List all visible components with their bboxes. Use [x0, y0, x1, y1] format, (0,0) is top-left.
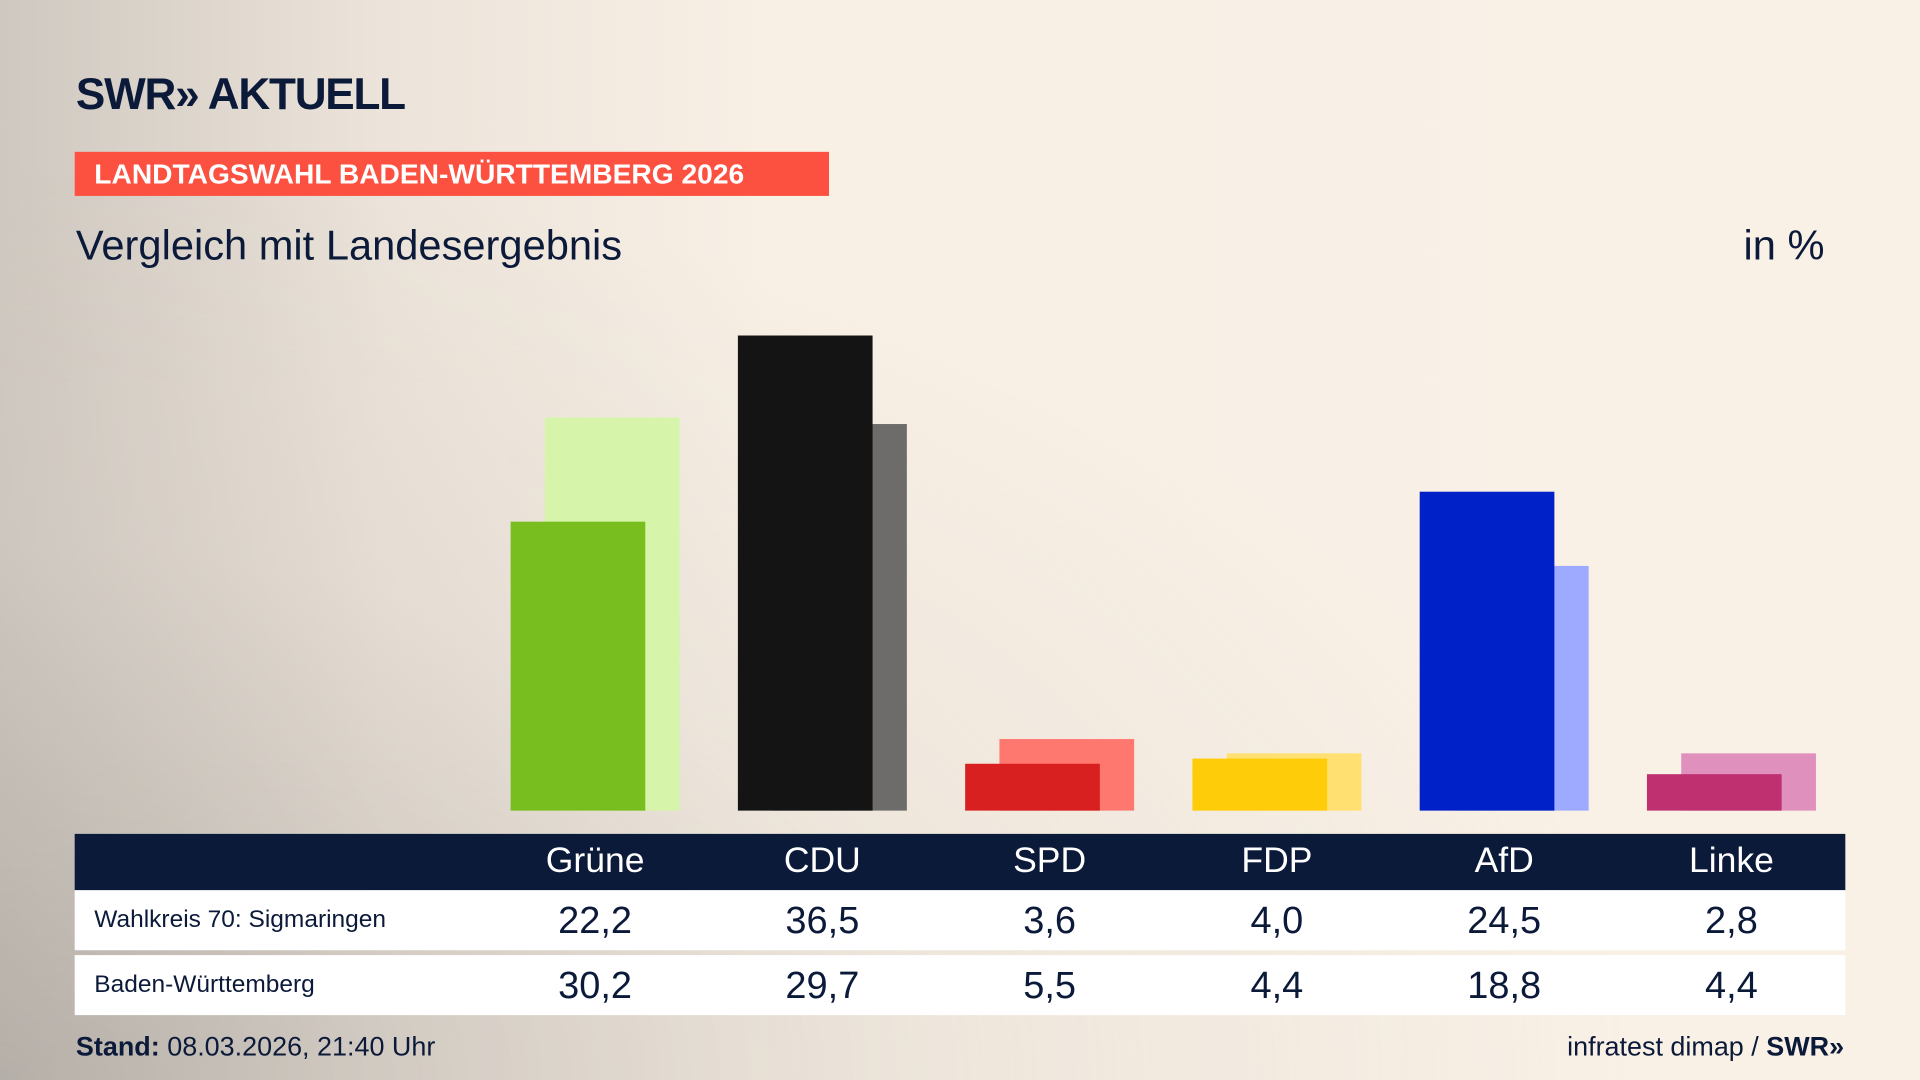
value-label: 4,4	[1250, 963, 1304, 1007]
stand-label: Stand:	[75, 1031, 160, 1062]
bar-wahlkreis-3	[1192, 758, 1328, 811]
value-label: 2,8	[1705, 898, 1758, 942]
table-row: Baden-Württemberg 30,2 29,7 5,5 4,4 18,8 4,4	[74, 955, 1846, 1016]
value-label: 4,0	[1250, 898, 1304, 942]
source: infratest dimap / SWR»	[1567, 1031, 1844, 1063]
election-tag: LANDTAGSWAHL BADEN-WÜRTTEMBERG 2026	[74, 151, 829, 196]
value-label: 29,7	[785, 963, 860, 1007]
value-label: 18,8	[1467, 963, 1542, 1007]
bar-wahlkreis-0	[510, 521, 646, 811]
value-label: 3,6	[1023, 898, 1077, 942]
bar-wahlkreis-4	[1419, 491, 1555, 811]
value-label: 5,5	[1023, 963, 1077, 1007]
unit-label: in %	[1743, 222, 1825, 270]
row-label: Wahlkreis 70: Sigmaringen	[94, 906, 387, 934]
category-label: AfD	[1474, 841, 1534, 881]
value-label: 24,5	[1467, 898, 1542, 942]
source-text: infratest dimap /	[1567, 1031, 1767, 1062]
stand-value: 08.03.2026, 21:40 Uhr	[159, 1031, 436, 1062]
value-label: 22,2	[558, 898, 633, 942]
row-label: Baden-Württemberg	[94, 971, 315, 998]
category-label: Grüne	[545, 841, 645, 881]
bar-wahlkreis-1	[737, 335, 873, 811]
chart-subtitle: Vergleich mit Landesergebnis	[75, 222, 623, 270]
value-label: 4,4	[1705, 963, 1758, 1007]
bar-wahlkreis-2	[965, 763, 1100, 811]
value-label: 36,5	[785, 898, 860, 942]
table-row: Wahlkreis 70: Sigmaringen 22,2 36,5 3,6 4,0…	[74, 890, 1846, 951]
swr-logo: SWR»	[1766, 1031, 1845, 1062]
table-header: Grüne CDU SPD FDP AfD Linke	[74, 833, 1846, 891]
bar-wahlkreis-5	[1646, 774, 1782, 811]
swr-aktuell-logo: SWR» AKTUELL	[75, 68, 406, 119]
timestamp: Stand: 08.03.2026, 21:40 Uhr	[76, 1031, 435, 1063]
value-label: 30,2	[558, 963, 633, 1007]
category-label: CDU	[783, 841, 861, 881]
category-label: SPD	[1013, 841, 1087, 881]
category-label: FDP	[1241, 841, 1313, 881]
category-label: Linke	[1688, 841, 1774, 881]
